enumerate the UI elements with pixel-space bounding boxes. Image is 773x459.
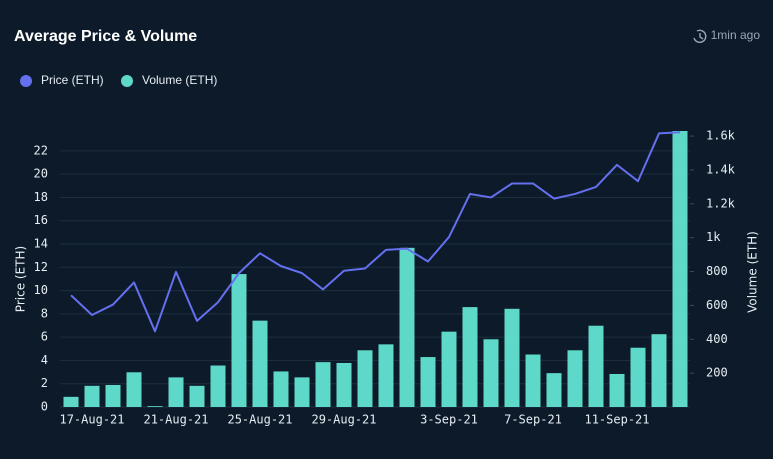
y-axis-label: Price (ETH) <box>14 246 28 312</box>
y-tick-label: 4 <box>41 353 48 367</box>
volume-bar <box>63 396 79 407</box>
y-tick-label: 2 <box>41 376 48 390</box>
volume-bar <box>147 406 163 407</box>
volume-bar <box>672 130 688 407</box>
volume-bar <box>525 354 541 407</box>
y2-tick-label: 1.2k <box>706 196 736 210</box>
x-tick-label: 7-Sep-21 <box>504 413 562 427</box>
volume-bar <box>504 308 520 407</box>
x-tick-label: 17-Aug-21 <box>59 413 124 427</box>
x-tick-label: 21-Aug-21 <box>143 413 208 427</box>
volume-bar <box>462 307 478 407</box>
y-tick-label: 0 <box>41 400 48 414</box>
x-tick-label: 11-Sep-21 <box>584 413 649 427</box>
updated-label: 1min ago <box>711 28 761 42</box>
y-tick-label: 14 <box>34 237 48 251</box>
volume-bar <box>630 347 646 407</box>
volume-bar <box>294 377 310 407</box>
y-tick-label: 16 <box>34 213 48 227</box>
y2-tick-label: 1k <box>706 230 721 244</box>
volume-bar <box>315 362 331 407</box>
legend-swatch <box>121 75 133 87</box>
y-tick-label: 18 <box>34 190 48 204</box>
volume-bar <box>231 274 247 407</box>
volume-bar <box>609 373 625 407</box>
x-tick-label: 3-Sep-21 <box>420 413 478 427</box>
y-tick-label: 8 <box>41 306 48 320</box>
y2-tick-label: 600 <box>706 298 728 312</box>
legend-swatch <box>20 75 32 87</box>
clock-icon <box>693 29 707 44</box>
volume-bar <box>210 365 226 407</box>
volume-bar <box>420 357 436 407</box>
volume-bar <box>252 320 268 407</box>
volume-bar <box>546 373 562 407</box>
volume-bar <box>399 247 415 407</box>
y2-tick-label: 200 <box>706 366 728 380</box>
y-tick-label: 22 <box>34 143 48 157</box>
volume-bar <box>378 344 394 407</box>
volume-bar <box>126 372 142 407</box>
volume-bar <box>357 350 373 407</box>
y2-axis-label: Volume (ETH) <box>746 231 760 313</box>
y-tick-label: 10 <box>34 283 48 297</box>
y-tick-label: 6 <box>41 330 48 344</box>
legend-label: Volume (ETH) <box>142 73 217 87</box>
price-line <box>70 131 681 333</box>
x-tick-label: 25-Aug-21 <box>227 413 292 427</box>
volume-bar <box>588 325 604 407</box>
y-tick-label: 12 <box>34 260 48 274</box>
volume-bar <box>273 371 289 407</box>
volume-bar <box>651 334 667 407</box>
y-tick-label: 20 <box>34 167 48 181</box>
volume-bar <box>441 331 457 407</box>
volume-bar <box>567 350 583 407</box>
y2-tick-label: 1.4k <box>706 162 736 176</box>
volume-bar <box>84 385 100 407</box>
legend-label: Price (ETH) <box>41 73 104 87</box>
y2-tick-label: 800 <box>706 264 728 278</box>
y2-tick-label: 1.6k <box>706 129 736 143</box>
volume-bar <box>105 384 121 407</box>
card-title: Average Price & Volume <box>14 28 197 45</box>
x-tick-label: 29-Aug-21 <box>311 413 376 427</box>
volume-bar <box>483 339 499 407</box>
volume-bar <box>168 377 184 407</box>
volume-bar <box>336 362 352 407</box>
volume-bar <box>189 385 205 407</box>
y2-tick-label: 400 <box>706 332 728 346</box>
